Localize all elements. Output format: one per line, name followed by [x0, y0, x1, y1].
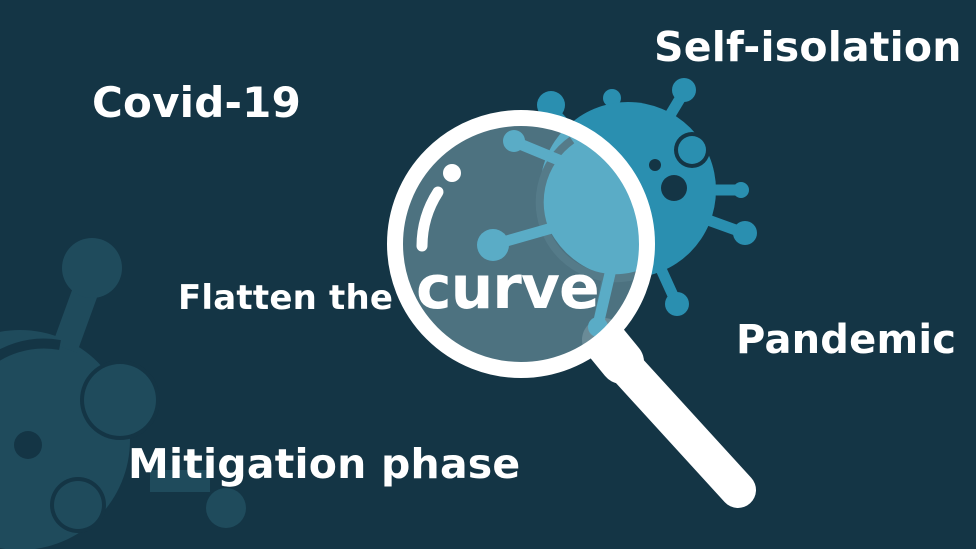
- self-isolation-label: Self-isolation: [654, 23, 962, 71]
- pandemic-label: Pandemic: [736, 317, 957, 363]
- magnifying-glass-icon: [387, 110, 756, 508]
- mitigation-phase-label: Mitigation phase: [128, 440, 521, 488]
- curve-label: curve: [416, 253, 600, 323]
- flatten-the-label: Flatten the: [178, 278, 394, 318]
- virus-icon: [0, 238, 246, 549]
- covid-19-label: Covid-19: [92, 78, 301, 127]
